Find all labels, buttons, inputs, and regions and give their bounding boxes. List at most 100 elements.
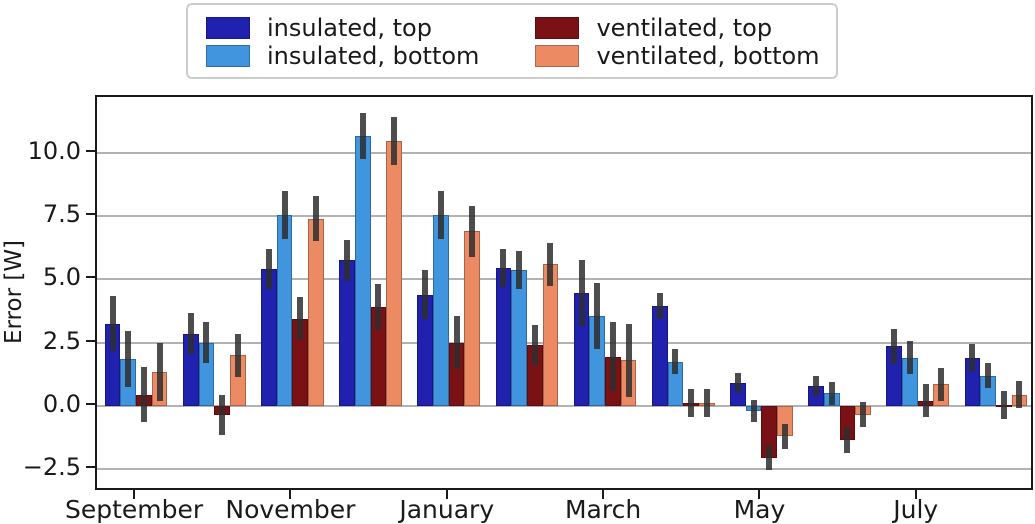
error-bar (109, 295, 116, 352)
error-bar (938, 367, 945, 401)
error-bar (891, 328, 898, 365)
error-bar (578, 260, 585, 327)
y-tick-label: 7.5 (42, 200, 81, 228)
y-axis-tick (86, 402, 95, 405)
error-bar (656, 293, 663, 319)
legend-label: insulated, bottom (267, 42, 480, 70)
x-tick-label: March (564, 495, 642, 524)
gridline (97, 215, 1031, 217)
gridline (97, 151, 1031, 154)
error-bar (985, 362, 992, 389)
error-bar (219, 394, 226, 436)
legend-item: ventilated, top (535, 15, 819, 41)
error-bar (516, 251, 523, 290)
error-bar (828, 381, 835, 405)
x-tick-label: May (733, 495, 786, 524)
legend-label: ventilated, bottom (596, 42, 820, 70)
y-axis-label: Error [W] (1, 239, 27, 345)
error-bar (860, 402, 867, 428)
x-axis-tick (758, 490, 761, 499)
error-bar (391, 117, 398, 166)
error-bar (203, 322, 210, 363)
bar (511, 270, 527, 406)
error-bar (531, 324, 538, 366)
bar (276, 214, 293, 406)
legend-swatch (535, 17, 580, 39)
legend-swatch (535, 45, 580, 67)
plot-frame (95, 95, 1033, 490)
error-bar (594, 283, 601, 349)
x-axis-tick (914, 490, 917, 499)
bar (651, 305, 668, 406)
legend-item: insulated, bottom (206, 43, 479, 69)
error-bar (453, 316, 460, 370)
bar (433, 214, 449, 406)
y-axis-tick (86, 466, 95, 469)
gridline (97, 468, 1031, 471)
gridline (97, 278, 1031, 281)
bar (464, 231, 480, 406)
error-bar (1016, 380, 1023, 409)
y-tick-label: 2.5 (42, 326, 81, 355)
legend-swatch (206, 17, 250, 39)
x-tick-label: July (893, 495, 939, 524)
gridline (97, 404, 1031, 407)
error-bar (672, 348, 679, 375)
error-bar (609, 322, 616, 391)
x-axis-tick (445, 490, 448, 499)
x-axis-tick (289, 490, 292, 499)
error-bar (140, 366, 147, 423)
error-bar (844, 427, 851, 453)
error-bar (265, 248, 272, 290)
x-axis-tick (133, 490, 136, 499)
y-tick-label: 10.0 (27, 136, 81, 165)
error-bar (125, 331, 132, 387)
error-bar (750, 399, 757, 423)
error-bar (437, 190, 444, 239)
error-bar (312, 195, 319, 242)
error-bar (922, 384, 929, 418)
error-bar (547, 242, 554, 286)
error-bar (813, 375, 820, 396)
legend-label: insulated, top (267, 14, 432, 42)
legend-item: ventilated, bottom (535, 42, 820, 70)
error-bar (297, 297, 304, 341)
error-bar (281, 190, 288, 239)
error-bar (359, 113, 366, 160)
x-axis-tick (602, 490, 605, 499)
error-bar (344, 240, 351, 281)
error-bar (766, 445, 773, 471)
y-axis-tick (86, 339, 95, 342)
plot-area (97, 97, 1031, 488)
error-bar (469, 205, 476, 257)
bar (354, 136, 371, 406)
error-bar (781, 423, 788, 449)
error-bar (375, 284, 382, 330)
error-bar (703, 389, 710, 418)
error-bar (156, 342, 163, 401)
gridline (97, 341, 1031, 344)
legend-label: ventilated, top (596, 14, 773, 42)
error-bar (1000, 390, 1007, 419)
legend-swatch (206, 45, 250, 67)
y-tick-label: 0.0 (42, 389, 81, 418)
error-bar (234, 333, 241, 377)
error-bar (422, 270, 429, 319)
x-tick-label: January (399, 495, 495, 524)
bar (261, 269, 277, 406)
y-axis-tick (86, 276, 95, 279)
bar (308, 218, 324, 406)
error-bar (688, 389, 695, 418)
error-bar (500, 248, 507, 287)
error-bar (906, 341, 913, 375)
x-tick-label: September (64, 495, 204, 524)
bar (386, 141, 402, 406)
legend-item: insulated, top (206, 15, 479, 41)
y-axis-tick (86, 149, 95, 152)
error-bar (187, 313, 194, 354)
y-tick-label: 5.0 (42, 263, 81, 292)
error-bar (734, 372, 741, 394)
bar (339, 260, 355, 406)
x-tick-label: November (225, 495, 356, 524)
